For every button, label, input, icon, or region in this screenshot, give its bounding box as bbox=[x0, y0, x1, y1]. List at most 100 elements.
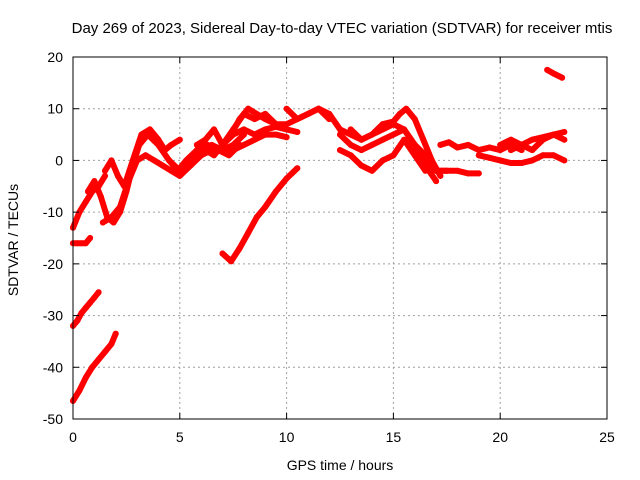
data-point bbox=[283, 121, 290, 128]
data-point bbox=[155, 136, 162, 143]
data-point bbox=[497, 157, 504, 164]
data-point bbox=[176, 172, 183, 179]
data-point bbox=[82, 198, 89, 205]
data-point bbox=[294, 165, 301, 172]
data-point bbox=[475, 170, 482, 177]
y-tick-label: 20 bbox=[47, 49, 63, 65]
data-point bbox=[253, 214, 260, 221]
data-point bbox=[539, 152, 546, 159]
data-point bbox=[550, 70, 557, 77]
data-point bbox=[112, 330, 119, 337]
data-point bbox=[437, 141, 444, 148]
y-tick-label: 0 bbox=[55, 152, 63, 168]
data-point bbox=[272, 131, 279, 138]
data-point bbox=[168, 141, 175, 148]
x-tick-label: 0 bbox=[69, 429, 77, 445]
data-point bbox=[97, 193, 104, 200]
data-point bbox=[358, 147, 365, 154]
data-point bbox=[337, 131, 343, 138]
data-point bbox=[529, 147, 536, 154]
data-point bbox=[102, 348, 108, 355]
data-point bbox=[358, 136, 365, 143]
data-point bbox=[78, 240, 85, 247]
data-point bbox=[95, 356, 102, 363]
data-point bbox=[390, 131, 397, 138]
data-point bbox=[403, 105, 410, 112]
data-point bbox=[219, 250, 226, 257]
data-point bbox=[507, 160, 514, 166]
data-point bbox=[294, 129, 301, 135]
data-point bbox=[529, 136, 536, 143]
data-point bbox=[326, 110, 333, 117]
data-point bbox=[475, 152, 482, 159]
data-point bbox=[475, 147, 482, 154]
data-point bbox=[108, 341, 115, 347]
x-tick-label: 20 bbox=[492, 429, 508, 445]
data-point bbox=[411, 141, 418, 148]
data-point bbox=[225, 152, 232, 159]
data-point bbox=[202, 136, 209, 143]
data-point bbox=[74, 240, 81, 247]
data-point bbox=[379, 121, 386, 128]
data-point bbox=[561, 157, 568, 164]
data-point bbox=[99, 219, 106, 226]
data-point bbox=[518, 160, 525, 166]
data-point bbox=[251, 131, 258, 138]
data-point bbox=[262, 204, 269, 210]
data-point bbox=[228, 258, 235, 265]
data-point bbox=[219, 141, 226, 148]
data-point bbox=[262, 126, 269, 133]
data-point bbox=[422, 162, 429, 169]
data-point bbox=[272, 121, 279, 128]
data-point bbox=[253, 110, 260, 117]
x-tick-label: 5 bbox=[176, 429, 184, 445]
x-tick-label: 10 bbox=[279, 429, 295, 445]
data-point bbox=[193, 141, 200, 148]
data-point bbox=[251, 116, 258, 123]
data-point bbox=[245, 229, 252, 236]
data-point bbox=[347, 141, 354, 148]
y-tick-label: -20 bbox=[43, 256, 63, 272]
data-point bbox=[550, 131, 557, 138]
data-point bbox=[240, 126, 247, 133]
data-point bbox=[168, 167, 175, 174]
y-tick-label: -50 bbox=[43, 411, 63, 427]
axis-ticks: 0 5 10 15 20 25 20 10 0 -10 -20 -30 -40 -50 bbox=[43, 49, 615, 445]
series-line-arc-k bbox=[219, 165, 301, 265]
data-point bbox=[347, 152, 354, 159]
data-point bbox=[82, 240, 89, 247]
data-point bbox=[228, 131, 235, 138]
data-point bbox=[91, 294, 98, 301]
data-point bbox=[95, 289, 102, 296]
data-point bbox=[117, 204, 123, 210]
data-point bbox=[283, 126, 290, 133]
data-point bbox=[433, 178, 440, 185]
data-point bbox=[369, 131, 375, 138]
data-point bbox=[74, 317, 81, 324]
data-point bbox=[454, 167, 461, 174]
data-point bbox=[411, 116, 418, 123]
data-point bbox=[358, 162, 365, 169]
data-point bbox=[486, 154, 493, 161]
data-point bbox=[110, 219, 117, 226]
x-tick-label: 25 bbox=[599, 429, 615, 445]
data-point bbox=[176, 167, 183, 174]
data-point bbox=[151, 157, 158, 164]
data-point bbox=[89, 364, 96, 371]
data-point bbox=[379, 136, 386, 143]
data-point bbox=[529, 157, 536, 164]
data-point bbox=[454, 144, 461, 151]
data-point bbox=[465, 170, 472, 177]
data-point bbox=[401, 126, 408, 133]
data-point bbox=[129, 157, 136, 164]
data-point bbox=[87, 299, 94, 306]
data-point bbox=[401, 136, 408, 143]
data-point bbox=[211, 152, 217, 159]
data-point bbox=[198, 147, 205, 154]
data-point bbox=[176, 136, 183, 143]
data-point bbox=[230, 147, 237, 154]
y-axis-label: SDTVAR / TECUs bbox=[5, 184, 21, 296]
data-point bbox=[486, 144, 493, 151]
data-point bbox=[445, 139, 452, 146]
